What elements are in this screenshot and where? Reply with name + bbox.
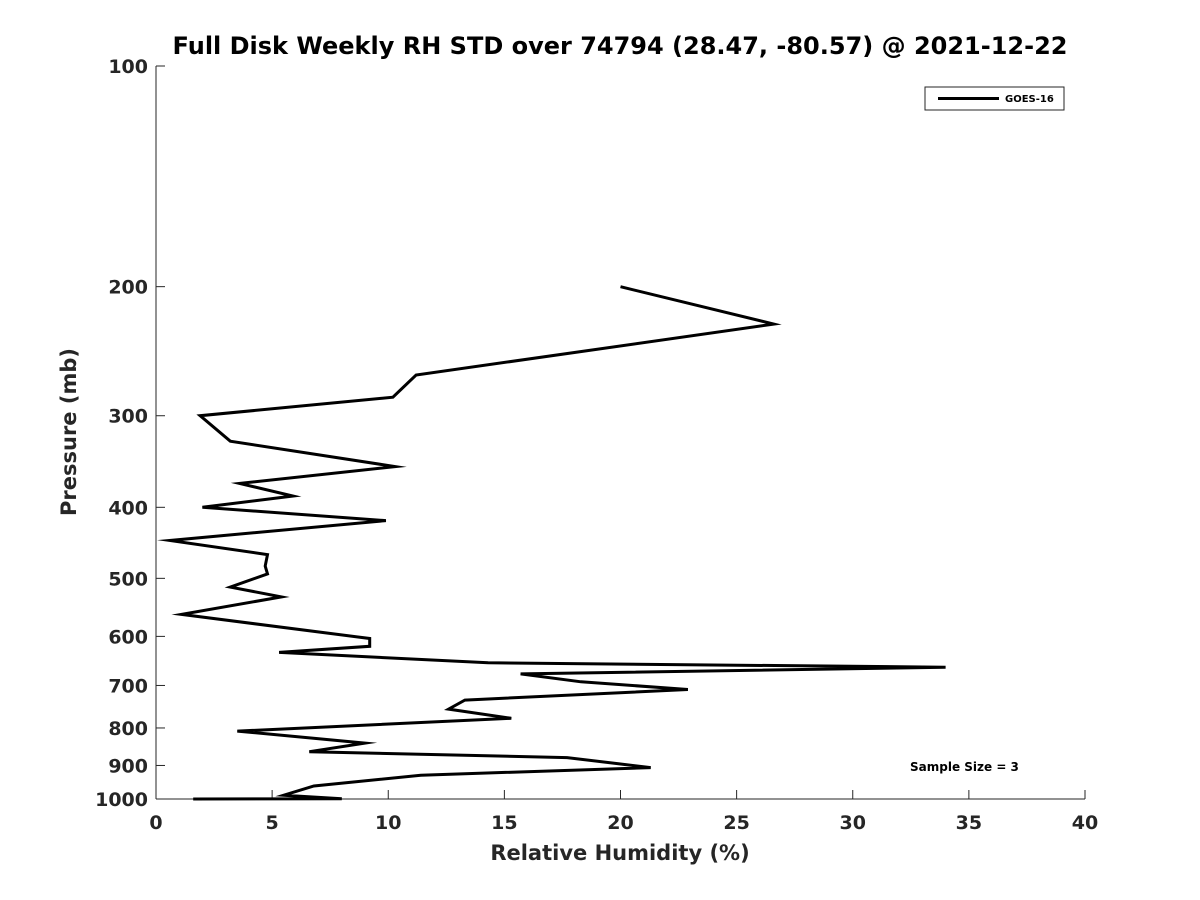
y-tick-label: 600 <box>108 626 148 648</box>
y-tick-label: 400 <box>108 497 148 519</box>
x-tick-label: 30 <box>840 812 866 834</box>
x-tick-label: 35 <box>956 812 982 834</box>
x-tick-label: 0 <box>149 812 162 834</box>
x-tick-label: 5 <box>266 812 279 834</box>
sample-size-annotation: Sample Size = 3 <box>910 760 1019 774</box>
y-tick-label: 800 <box>108 718 148 740</box>
plot-area: 0 5 10 15 20 25 30 35 40 100 200 300 400 500 600 700 80… <box>95 56 1098 834</box>
y-tick-label: 100 <box>108 56 148 78</box>
x-tick-label: 40 <box>1072 812 1098 834</box>
y-ticks: 100 200 300 400 500 600 700 800 900 1000 <box>95 56 165 811</box>
y-tick-label: 500 <box>108 568 148 590</box>
y-tick-label: 300 <box>108 406 148 428</box>
x-tick-label: 20 <box>607 812 633 834</box>
x-axis-label: Relative Humidity (%) <box>490 841 749 865</box>
y-axis-label: Pressure (mb) <box>57 348 81 516</box>
series-group <box>157 285 946 801</box>
legend-label-goes-16: GOES-16 <box>1005 94 1054 105</box>
chart-title: Full Disk Weekly RH STD over 74794 (28.4… <box>173 32 1068 60</box>
x-tick-label: 25 <box>723 812 749 834</box>
y-tick-label: 900 <box>108 755 148 777</box>
x-ticks: 0 5 10 15 20 25 30 35 40 <box>149 790 1098 834</box>
y-tick-label: 200 <box>108 277 148 299</box>
legend: GOES-16 <box>924 86 1065 111</box>
y-tick-label: 1000 <box>95 789 148 811</box>
x-tick-label: 10 <box>375 812 401 834</box>
series-line-goes-16 <box>157 285 946 801</box>
y-tick-label: 700 <box>108 675 148 697</box>
x-tick-label: 15 <box>491 812 517 834</box>
